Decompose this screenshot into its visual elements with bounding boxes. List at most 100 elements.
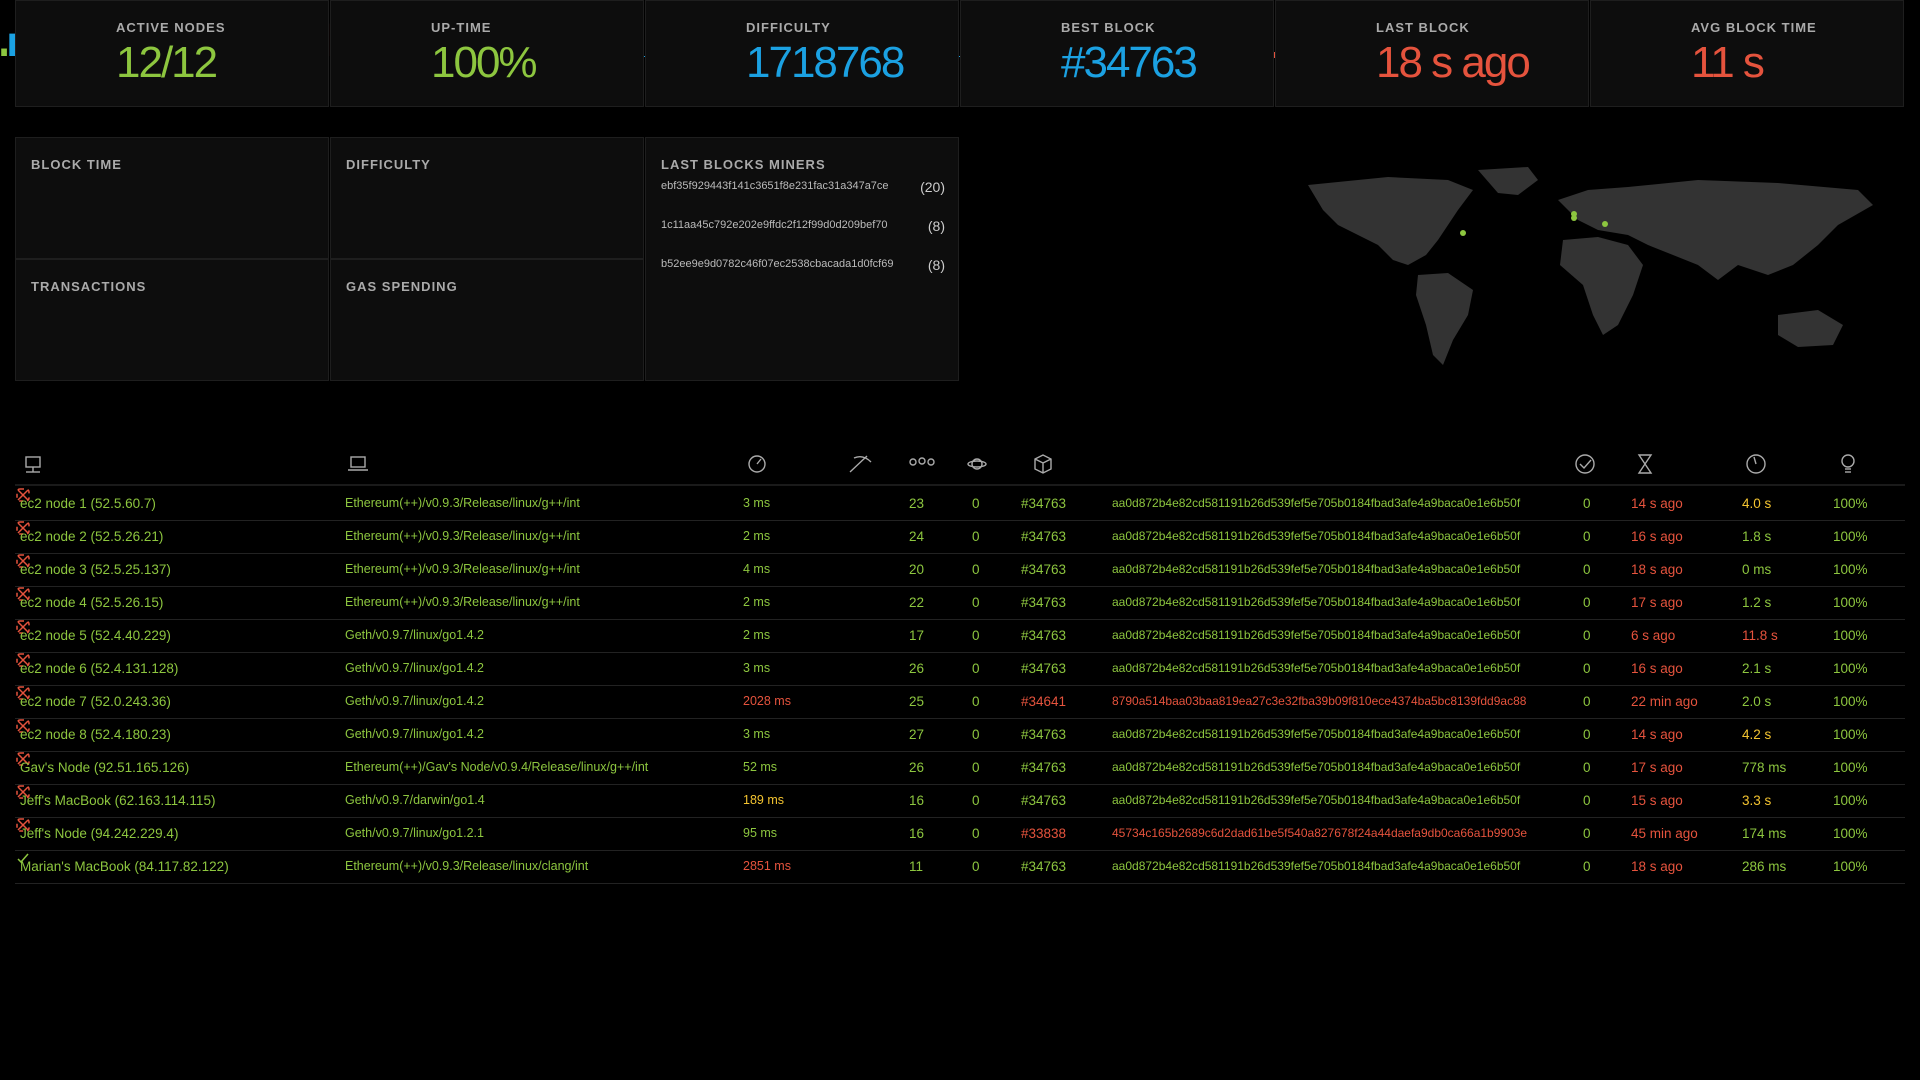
miner-count: (8) <box>927 257 945 273</box>
table-row: ec2 node 7 (52.0.243.36) Geth/v0.9.7/linu… <box>15 685 1905 719</box>
cell-block: #34763 <box>1021 628 1067 643</box>
cell-block: #34763 <box>1021 793 1067 808</box>
cell-avg-time: 4.2 s <box>1742 727 1772 742</box>
cell-name: ec2 node 3 (52.5.25.137) <box>20 562 171 577</box>
cell-block: #34763 <box>1021 496 1067 511</box>
cell-peers: 16 <box>909 826 925 841</box>
cell-name: Marian's MacBook (84.117.82.122) <box>20 859 229 874</box>
stat-label: UP-TIME <box>431 20 492 35</box>
chart-title: GAS SPENDING <box>346 279 458 294</box>
table-row: Marian's MacBook (84.117.82.122) Ethereum… <box>15 850 1905 884</box>
cell-block: #34763 <box>1021 727 1067 742</box>
mining-icon <box>16 719 30 733</box>
cell-hash: 45734c165b2689c6d2dad61be5f540a827678f24… <box>1112 826 1528 840</box>
cell-pending: 0 <box>972 859 980 874</box>
cell-client: Geth/v0.9.7/linux/go1.2.1 <box>345 826 484 840</box>
cell-peers: 20 <box>909 562 925 577</box>
cell-latency: 4 ms <box>743 562 771 576</box>
cell-latency: 95 ms <box>743 826 778 840</box>
mining-icon <box>16 587 30 601</box>
stat-value: 12/12 <box>116 38 218 87</box>
cell-client: Ethereum(++)/v0.9.3/Release/linux/g++/in… <box>345 595 580 609</box>
cell-pending: 0 <box>972 826 980 841</box>
cell-propagated: 0 <box>1583 859 1591 874</box>
table-row: ec2 node 1 (52.5.60.7) Ethereum(++)/v0.9.… <box>15 487 1905 521</box>
chart-panel <box>330 259 644 381</box>
table-header <box>15 454 1905 486</box>
cell-last-block: 14 s ago <box>1631 727 1683 742</box>
cell-latency: 2851 ms <box>743 859 791 873</box>
cell-last-block: 15 s ago <box>1631 793 1683 808</box>
node-dot <box>1460 230 1466 236</box>
cell-name: Jeff's Node (94.242.229.4) <box>20 826 179 841</box>
cell-pending: 0 <box>972 628 980 643</box>
cell-peers: 17 <box>909 628 925 643</box>
miner-address: ebf35f929443f141c3651f8e231fac31a347a7ce <box>661 180 889 192</box>
cell-avg-time: 778 ms <box>1742 760 1787 775</box>
cell-avg-time: 2.1 s <box>1742 661 1772 676</box>
cell-latency: 3 ms <box>743 727 771 741</box>
cell-hash: aa0d872b4e82cd581191b26d539fef5e705b0184… <box>1112 727 1521 741</box>
table-row: ec2 node 3 (52.5.25.137) Ethereum(++)/v0.… <box>15 553 1905 587</box>
stat-value: #34763 <box>1061 38 1198 87</box>
stat-value: 18 s ago <box>1376 38 1531 87</box>
cell-uptime: 100% <box>1833 859 1868 874</box>
cell-uptime: 100% <box>1833 628 1868 643</box>
cell-propagated: 0 <box>1583 496 1591 511</box>
cell-block: #34763 <box>1021 595 1067 610</box>
mining-icon <box>16 488 30 502</box>
stat-label: BEST BLOCK <box>1061 20 1156 35</box>
stat-label: DIFFICULTY <box>746 20 831 35</box>
cell-pending: 0 <box>972 661 980 676</box>
cell-pending: 0 <box>972 529 980 544</box>
cell-hash: aa0d872b4e82cd581191b26d539fef5e705b0184… <box>1112 628 1521 642</box>
chart-title: DIFFICULTY <box>346 157 431 172</box>
mining-icon <box>17 853 29 864</box>
cell-uptime: 100% <box>1833 793 1868 808</box>
cell-peers: 26 <box>909 661 925 676</box>
cell-uptime: 100% <box>1833 562 1868 577</box>
cell-last-block: 18 s ago <box>1631 562 1683 577</box>
cell-pending: 0 <box>972 562 980 577</box>
cell-avg-time: 286 ms <box>1742 859 1787 874</box>
cell-avg-time: 11.8 s <box>1742 628 1778 643</box>
miners-panel <box>645 137 959 381</box>
cell-avg-time: 3.3 s <box>1742 793 1772 808</box>
mining-icon <box>16 686 30 700</box>
miner-address: b52ee9e9d0782c46f07ec2538cbacada1d0fcf69 <box>661 258 894 270</box>
cell-pending: 0 <box>972 793 980 808</box>
cell-hash: 8790a514baa03baa819ea27c3e32fba39b09f810… <box>1112 694 1527 708</box>
cell-peers: 23 <box>909 496 925 511</box>
cell-client: Ethereum(++)/v0.9.3/Release/linux/g++/in… <box>345 496 580 510</box>
cell-propagated: 0 <box>1583 661 1591 676</box>
table-row: ec2 node 6 (52.4.131.128) Geth/v0.9.7/lin… <box>15 652 1905 686</box>
cell-client: Geth/v0.9.7/linux/go1.4.2 <box>345 694 484 708</box>
table-row: ec2 node 2 (52.5.26.21) Ethereum(++)/v0.9… <box>15 520 1905 554</box>
miner-count: (20) <box>920 179 945 195</box>
cell-name: ec2 node 8 (52.4.180.23) <box>20 727 171 742</box>
stat-label: AVG BLOCK TIME <box>1691 20 1817 35</box>
cell-propagated: 0 <box>1583 628 1591 643</box>
cell-last-block: 6 s ago <box>1631 628 1676 643</box>
chart-panel <box>15 137 329 259</box>
cell-latency: 189 ms <box>743 793 784 807</box>
cell-propagated: 0 <box>1583 760 1591 775</box>
mining-icon <box>16 818 30 832</box>
cell-last-block: 22 min ago <box>1631 694 1698 709</box>
cell-latency: 2 ms <box>743 529 771 543</box>
cell-avg-time: 1.2 s <box>1742 595 1772 610</box>
bar <box>9 33 16 56</box>
cell-uptime: 100% <box>1833 727 1868 742</box>
cell-name: ec2 node 5 (52.4.40.229) <box>20 628 171 643</box>
miner-address: 1c11aa45c792e202e9ffdc2f12f99d0d209bef70 <box>661 219 888 231</box>
cell-propagated: 0 <box>1583 529 1591 544</box>
cell-latency: 3 ms <box>743 661 771 675</box>
cell-peers: 26 <box>909 760 925 775</box>
stat-label: ACTIVE NODES <box>116 20 226 35</box>
stat-value: 11 s <box>1691 38 1765 87</box>
stat-panel <box>960 0 1274 107</box>
table-row: Gav's Node (92.51.165.126) Ethereum(++)/G… <box>15 751 1905 785</box>
cell-peers: 22 <box>909 595 925 610</box>
